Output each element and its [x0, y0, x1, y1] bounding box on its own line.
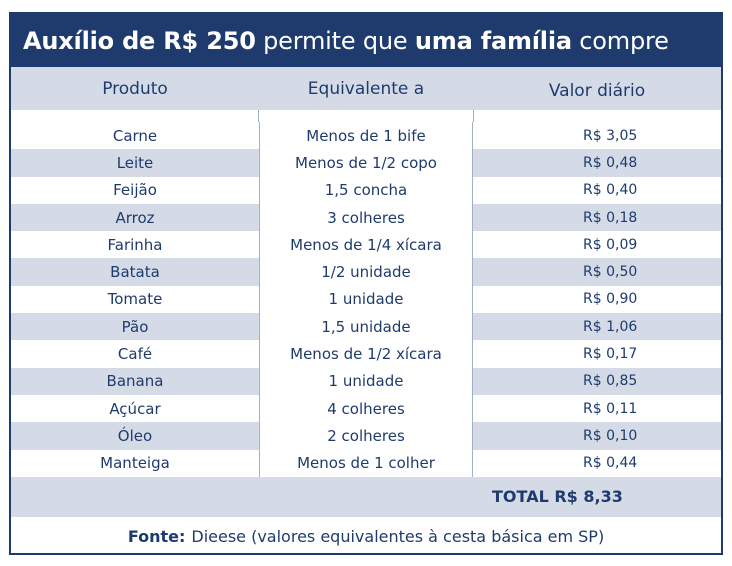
table-row: Pão 1,5 unidade R$ 1,06 [11, 313, 721, 341]
cell-valor: R$ 0,11 [473, 394, 721, 423]
cell-equivalente: 3 colheres [259, 203, 473, 232]
table-row: Café Menos de 1/2 xícara R$ 0,17 [11, 340, 721, 368]
cell-valor: R$ 0,85 [583, 373, 638, 390]
table-row: Óleo 2 colheres R$ 0,10 [11, 422, 721, 450]
cell-valor: R$ 0,09 [473, 231, 721, 259]
infographic-table: Auxílio de R$ 250 permite que uma famíli… [9, 12, 723, 555]
table-row: Farinha Menos de 1/4 xícara R$ 0,09 [11, 231, 721, 259]
table-row: Banana 1 unidade R$ 0,85 [11, 367, 721, 395]
header-equivalente: Equivalente a [307, 78, 425, 99]
cell-equivalente: 4 colheres [259, 394, 473, 423]
cell-produto: Leite [116, 153, 154, 172]
cell-equivalente: Menos de 1/4 xícara [259, 231, 473, 259]
cell-produto: Carne [112, 126, 158, 145]
total-value: TOTAL R$ 8,33 [492, 487, 623, 507]
source-text: Dieese (valores equivalentes à cesta bás… [191, 527, 605, 547]
cell-produto: Farinha [107, 235, 163, 254]
title-part-4: compre [571, 26, 669, 55]
table-row: Feijão 1,5 concha R$ 0,40 [11, 176, 721, 204]
cell-produto: Pão [121, 317, 149, 336]
cell-valor: R$ 0,90 [473, 285, 721, 314]
cell-equivalente: 1,5 unidade [259, 313, 473, 341]
cell-equivalente: 1 unidade [259, 285, 473, 314]
header-produto: Produto [102, 78, 168, 99]
cell-produto: Manteiga [100, 454, 170, 473]
source-label: Fonte: [127, 527, 186, 547]
cell-equivalente: Menos de 1 colher [259, 449, 473, 477]
cell-valor: R$ 0,50 [583, 264, 638, 281]
cell-valor: R$ 3,05 [473, 122, 721, 150]
cell-valor: R$ 0,18 [583, 209, 638, 226]
cell-valor: R$ 0,17 [473, 340, 721, 368]
table-top-spacer [11, 110, 721, 122]
total-row: TOTAL R$ 8,33 [11, 476, 721, 517]
title-part-2: permite que [255, 26, 415, 55]
cell-produto: Açúcar [109, 399, 161, 418]
cell-valor: R$ 1,06 [583, 318, 638, 335]
cell-produto: Tomate [107, 290, 163, 309]
cell-equivalente: 2 colheres [259, 422, 473, 450]
cell-equivalente: 1/2 unidade [259, 258, 473, 286]
cell-valor: R$ 0,40 [473, 176, 721, 204]
cell-valor: R$ 0,10 [583, 427, 638, 444]
title-part-3: uma família [414, 26, 572, 55]
cell-valor: R$ 0,44 [473, 449, 721, 477]
table-row: Batata 1/2 unidade R$ 0,50 [11, 258, 721, 286]
cell-equivalente: Menos de 1 bife [259, 122, 473, 150]
cell-produto: Batata [110, 263, 160, 282]
table-row: Leite Menos de 1/2 copo R$ 0,48 [11, 149, 721, 177]
cell-valor: R$ 0,48 [583, 154, 638, 171]
cell-produto: Feijão [113, 181, 157, 200]
cell-produto: Óleo [117, 426, 153, 445]
table-row: Carne Menos de 1 bife R$ 3,05 [11, 122, 721, 150]
cell-equivalente: 1 unidade [259, 367, 473, 395]
cell-equivalente: 1,5 concha [259, 176, 473, 204]
header-valor: Valor diário [548, 80, 646, 101]
cell-produto: Café [117, 345, 153, 364]
table-body: Carne Menos de 1 bife R$ 3,05 Leite Menos de… [11, 122, 721, 477]
source-note: Fonte: Dieese (valores equivalentes à ce… [11, 517, 721, 557]
cell-equivalente: Menos de 1/2 copo [259, 149, 473, 177]
title-part-1: Auxílio de R$ 250 [23, 26, 256, 55]
cell-equivalente: Menos de 1/2 xícara [259, 340, 473, 368]
title-bar: Auxílio de R$ 250 permite que uma famíli… [11, 14, 721, 67]
table-row: Manteiga Menos de 1 colher R$ 0,44 [11, 449, 721, 477]
table-row: Arroz 3 colheres R$ 0,18 [11, 203, 721, 232]
table-header: Produto Equivalente a Valor diário [11, 67, 721, 110]
table-row: Açúcar 4 colheres R$ 0,11 [11, 394, 721, 423]
cell-produto: Banana [106, 372, 164, 391]
cell-produto: Arroz [115, 208, 155, 227]
table-row: Tomate 1 unidade R$ 0,90 [11, 285, 721, 314]
